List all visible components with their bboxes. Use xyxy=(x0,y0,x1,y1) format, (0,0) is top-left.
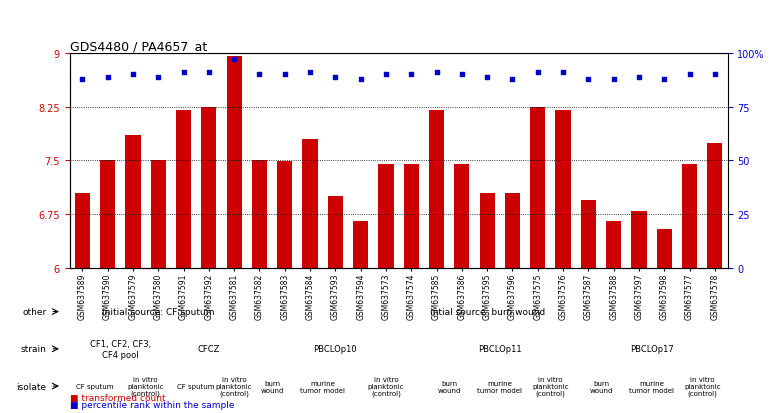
Text: CF sputum: CF sputum xyxy=(76,383,114,389)
Text: isolate: isolate xyxy=(16,382,46,391)
Bar xyxy=(632,211,646,268)
Text: CF sputum: CF sputum xyxy=(177,383,215,389)
Point xyxy=(658,76,670,83)
Point xyxy=(329,74,341,81)
Point xyxy=(430,70,443,76)
Point xyxy=(683,72,696,78)
Point xyxy=(76,76,88,83)
Bar xyxy=(227,57,241,268)
Text: GDS4480 / PA4657_at: GDS4480 / PA4657_at xyxy=(70,40,207,52)
Point xyxy=(152,74,164,81)
Text: initial source: CF sputum: initial source: CF sputum xyxy=(102,307,214,316)
Bar xyxy=(125,136,141,268)
Bar xyxy=(707,143,722,268)
Point xyxy=(456,72,468,78)
Text: burn
wound: burn wound xyxy=(589,380,613,393)
Bar xyxy=(252,161,267,268)
Point xyxy=(127,72,139,78)
Bar xyxy=(201,107,217,268)
Bar xyxy=(75,193,90,268)
Point xyxy=(101,74,114,81)
Text: in vitro
planktonic
(control): in vitro planktonic (control) xyxy=(127,376,164,396)
Point xyxy=(608,76,620,83)
Point xyxy=(253,72,265,78)
Bar xyxy=(404,165,419,268)
Point xyxy=(380,72,392,78)
Text: murine
tumor model: murine tumor model xyxy=(478,380,522,393)
Text: in vitro
planktonic
(control): in vitro planktonic (control) xyxy=(368,376,404,396)
Point xyxy=(633,74,646,81)
Bar xyxy=(378,165,393,268)
Bar xyxy=(353,222,368,268)
Point xyxy=(481,74,493,81)
Point xyxy=(557,70,570,76)
Bar xyxy=(454,165,470,268)
Bar xyxy=(580,200,596,268)
Point xyxy=(203,70,215,76)
Text: PBCLOp10: PBCLOp10 xyxy=(313,344,357,354)
Bar xyxy=(480,193,495,268)
Bar xyxy=(277,162,293,268)
Point xyxy=(304,70,317,76)
Point xyxy=(709,72,721,78)
Point xyxy=(405,72,417,78)
Bar xyxy=(606,222,622,268)
Text: intial source: burn wound: intial source: burn wound xyxy=(430,307,545,316)
Text: murine
tumor model: murine tumor model xyxy=(300,380,345,393)
Text: in vitro
planktonic
(control): in vitro planktonic (control) xyxy=(532,376,569,396)
Text: strain: strain xyxy=(21,344,46,354)
Point xyxy=(532,70,544,76)
Bar xyxy=(100,161,115,268)
Bar xyxy=(530,107,546,268)
Bar xyxy=(327,197,343,268)
Text: other: other xyxy=(22,307,46,316)
Text: ■ percentile rank within the sample: ■ percentile rank within the sample xyxy=(70,400,235,409)
Text: burn
wound: burn wound xyxy=(260,380,284,393)
Point xyxy=(228,57,241,64)
Bar xyxy=(176,111,191,268)
Text: in vitro
planktonic
(control): in vitro planktonic (control) xyxy=(216,376,252,396)
Bar xyxy=(429,111,444,268)
Text: burn
wound: burn wound xyxy=(437,380,461,393)
Text: PBCLOp11: PBCLOp11 xyxy=(478,344,522,354)
Text: ■ transformed count: ■ transformed count xyxy=(70,393,166,402)
Text: in vitro
planktonic
(control): in vitro planktonic (control) xyxy=(684,376,721,396)
Point xyxy=(177,70,190,76)
Point xyxy=(506,76,519,83)
Bar xyxy=(303,140,317,268)
Text: CF1, CF2, CF3,
CF4 pool: CF1, CF2, CF3, CF4 pool xyxy=(90,339,151,358)
Bar xyxy=(656,229,672,268)
Point xyxy=(279,72,291,78)
Text: murine
tumor model: murine tumor model xyxy=(629,380,674,393)
Bar xyxy=(505,193,520,268)
Point xyxy=(354,76,367,83)
Point xyxy=(582,76,594,83)
Bar xyxy=(556,111,570,268)
Text: PBCLOp17: PBCLOp17 xyxy=(630,344,673,354)
Bar xyxy=(151,161,166,268)
Bar xyxy=(682,165,697,268)
Text: CFCZ: CFCZ xyxy=(197,344,220,354)
